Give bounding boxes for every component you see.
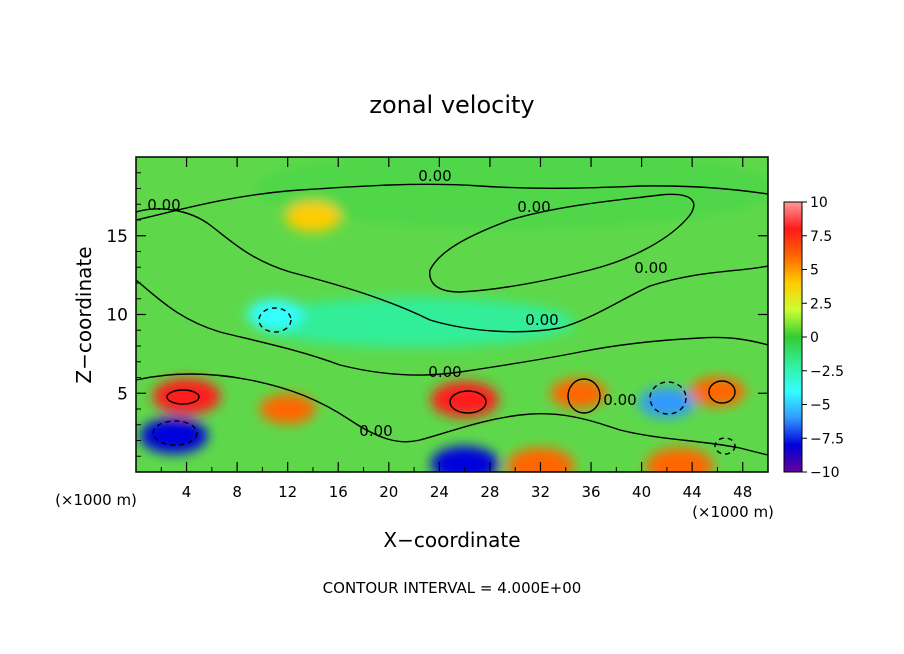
colorbar-tick-label: 7.5 (810, 229, 832, 245)
colorbar-tick-label: −10 (810, 465, 840, 481)
y-tick-label: 15 (106, 227, 128, 247)
field-feature-3 (550, 378, 607, 409)
x-tick-label: 40 (632, 483, 651, 501)
field-feature-10 (506, 447, 575, 472)
x-tick-label: 28 (480, 483, 499, 501)
field-feature-8 (430, 446, 499, 472)
x-tick-label: 36 (581, 483, 600, 501)
x-tick-label: 16 (329, 483, 348, 501)
y-tick-label: 5 (117, 384, 128, 404)
x-unit-left: (×1000 m) (55, 491, 137, 509)
contour-zero-dome (429, 193, 695, 293)
contour-interval-note: CONTOUR INTERVAL = 4.000E+00 (323, 579, 582, 597)
contour-label: 0.00 (525, 311, 558, 329)
contour-pos-far-right (708, 380, 736, 404)
field-feature-0 (152, 378, 221, 415)
colorbar-tick-label: 0 (810, 330, 819, 346)
contour-label: 0.00 (418, 167, 451, 185)
colorbar-tick-label: −5 (810, 398, 831, 414)
colorbar-ticks: 10 7.5 5 2.5 0 −2.5 −5 −7.5 −10 (802, 195, 844, 481)
y-tick-label: 10 (106, 306, 128, 326)
x-tick-label: 48 (733, 483, 752, 501)
contour-zero-mid (136, 208, 768, 333)
contour-neg-small (714, 437, 736, 455)
x-unit-right: (×1000 m) (692, 503, 774, 521)
contour-label: 0.00 (517, 198, 550, 216)
contour-labels: 0.00 0.00 0.00 0.00 0.00 0.00 0.00 0.00 (147, 167, 667, 440)
contour-label: 0.00 (603, 391, 636, 409)
x-axis-label: X−coordinate (383, 528, 520, 552)
field-band-upper (255, 157, 768, 229)
x-tick-label: 24 (430, 483, 449, 501)
contour-label: 0.00 (147, 196, 180, 214)
colorbar-tick-label: −2.5 (810, 364, 844, 380)
contour-label: 0.00 (428, 363, 461, 381)
contour-neg-left (152, 420, 198, 446)
y-axis: 5 10 15 (106, 172, 768, 457)
x-tick-label: 32 (531, 483, 550, 501)
x-tick-label: 20 (379, 483, 398, 501)
colorbar: 10 7.5 5 2.5 0 −2.5 −5 −7.5 −10 (783, 195, 844, 481)
field-feature-2 (259, 394, 316, 424)
x-tick-label: 12 (278, 483, 297, 501)
contour-neg-upper (258, 307, 292, 333)
colorbar-tick-label: 10 (810, 195, 828, 211)
contour-zero-upper (136, 183, 768, 221)
x-tick-label: 44 (683, 483, 702, 501)
field-feature-6 (139, 417, 208, 454)
contour-zero-deep (136, 373, 768, 456)
field-feature-7 (638, 387, 695, 418)
contour-label: 0.00 (634, 259, 667, 277)
colorbar-tick-label: 5 (810, 263, 819, 279)
colorbar-gradient (783, 201, 803, 473)
contour-lines (136, 183, 768, 456)
contour-pos-right (567, 378, 601, 414)
chart-title: zonal velocity (369, 91, 534, 119)
contour-zero-lower (136, 279, 768, 376)
contour-pos-left (166, 389, 200, 405)
contour-label: 0.00 (359, 422, 392, 440)
field-feature-9 (247, 299, 304, 330)
contour-neg-right (649, 381, 687, 415)
x-tick-label: 4 (182, 483, 192, 501)
x-axis: 4 8 12 16 20 24 28 32 36 40 44 48 (160, 157, 752, 501)
field-band-mid (254, 297, 575, 348)
field-feature-5 (284, 201, 341, 232)
plot-area (136, 157, 768, 472)
colorbar-tick-label: −7.5 (810, 431, 844, 447)
contour-pos-center (449, 390, 487, 414)
y-axis-label: Z−coordinate (72, 246, 96, 383)
colorbar-tick-label: 2.5 (810, 296, 832, 312)
field-feature-11 (645, 447, 714, 472)
x-tick-label: 8 (232, 483, 242, 501)
